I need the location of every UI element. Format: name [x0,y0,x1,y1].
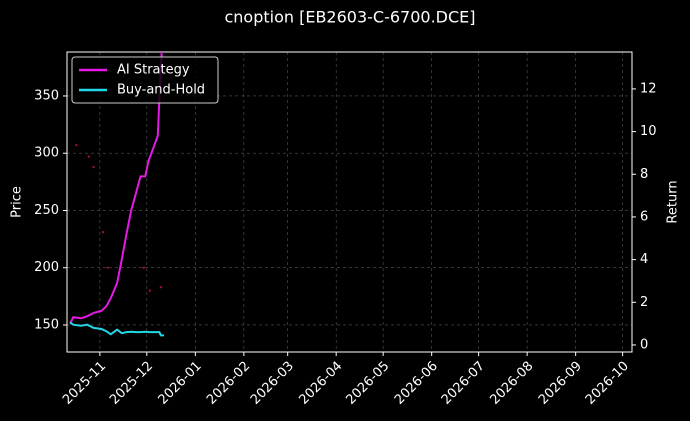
y-tick-label: 300 [34,146,59,161]
price-point [142,266,145,269]
y2-tick-label: 6 [640,209,648,224]
y2-tick-label: 4 [640,252,648,267]
series-line [69,52,163,325]
price-point [101,231,105,234]
y2-tick-label: 8 [640,167,648,182]
price-point [159,285,163,289]
price-point [87,155,91,158]
legend-label: Buy-and-Hold [117,83,205,98]
legend-label: AI Strategy [117,63,190,78]
price-point [106,266,109,269]
y-tick-label: 350 [34,88,59,103]
y-axis-label: Price [10,186,25,218]
y-tick-label: 200 [34,260,59,275]
y-tick-label: 150 [34,317,59,332]
plot-area [69,52,165,337]
series-line [69,321,165,337]
y2-axis-label: Return [666,180,681,223]
y2-tick-label: 2 [640,295,648,310]
y2-tick-label: 0 [640,337,648,352]
y-tick-label: 250 [34,203,59,218]
plot-frame [66,51,633,353]
y2-tick-label: 12 [640,81,657,96]
price-point [92,165,95,169]
price-point [75,144,78,147]
price-point [148,289,152,292]
y2-tick-label: 10 [640,124,657,139]
chart-title: cnoption [EB2603-C-6700.DCE] [224,8,475,27]
legend-box [71,56,219,104]
